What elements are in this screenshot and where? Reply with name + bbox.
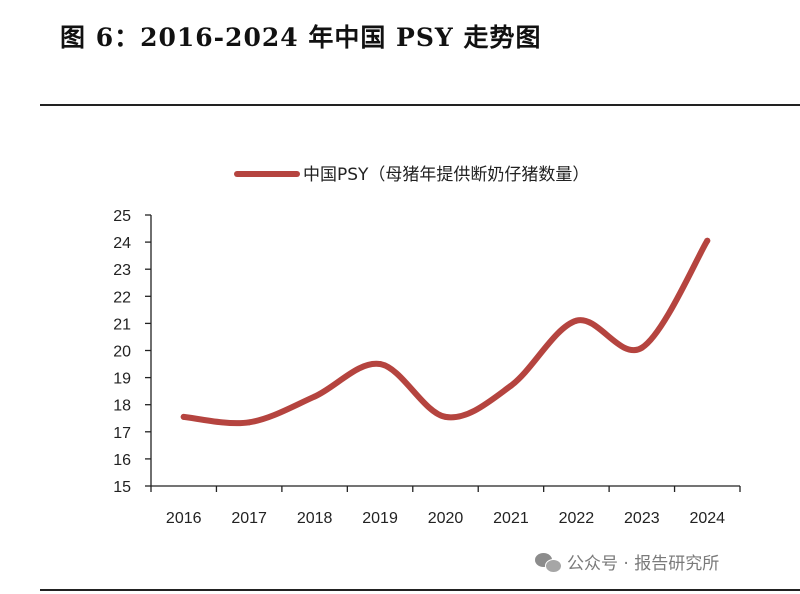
x-tick-label: 2022 xyxy=(559,510,595,527)
watermark-text: 公众号 · 报告研究所 xyxy=(567,554,720,574)
data-point-2020 xyxy=(442,413,449,420)
data-point-2019 xyxy=(377,361,384,368)
data-point-2021 xyxy=(507,382,514,389)
x-tick-label: 2020 xyxy=(428,510,464,527)
x-tick-label: 2023 xyxy=(624,510,660,527)
y-tick-label: 17 xyxy=(113,425,131,442)
y-tick-label: 22 xyxy=(113,289,131,306)
x-tick-label: 2024 xyxy=(689,510,725,527)
series-group xyxy=(180,237,711,427)
x-tick-label: 2021 xyxy=(493,510,529,527)
legend: 中国PSY（母猪年提供断奶仔猪数量） xyxy=(234,165,589,185)
y-tick-label: 19 xyxy=(113,371,131,388)
wechat-icon xyxy=(535,552,562,573)
y-tick-label: 18 xyxy=(113,398,131,415)
y-tick-label: 25 xyxy=(113,208,131,225)
x-axis: 2016 2017 2018 2019 2020 2021 2022 2023 2024 xyxy=(150,485,741,527)
y-tick-label: 21 xyxy=(113,316,131,333)
x-tick-label: 2018 xyxy=(297,510,333,527)
data-point-2022 xyxy=(573,317,580,324)
y-tick-label: 20 xyxy=(113,344,131,361)
figure-title: 图 6：2016-2024 年中国 PSY 走势图 xyxy=(60,23,542,52)
y-tick-label: 16 xyxy=(113,452,131,469)
y-tick-label: 23 xyxy=(113,262,131,279)
legend-label: 中国PSY（母猪年提供断奶仔猪数量） xyxy=(303,165,589,185)
x-tick-label: 2017 xyxy=(231,510,267,527)
data-point-2023 xyxy=(638,344,645,351)
y-tick-label: 24 xyxy=(113,235,131,252)
bottom-rule xyxy=(40,589,800,591)
series-line-psy xyxy=(180,237,711,427)
watermark: 公众号 · 报告研究所 xyxy=(535,549,719,574)
data-point-2017 xyxy=(246,419,253,426)
y-tick-label: 15 xyxy=(113,479,131,496)
x-tick-label: 2019 xyxy=(362,510,398,527)
y-axis: 15 16 17 18 19 20 21 22 23 24 25 xyxy=(113,208,152,496)
x-tick-label: 2016 xyxy=(166,510,202,527)
data-point-2018 xyxy=(311,393,318,400)
data-point-2024 xyxy=(704,237,711,244)
top-rule xyxy=(40,104,800,106)
data-point-2016 xyxy=(180,413,187,420)
